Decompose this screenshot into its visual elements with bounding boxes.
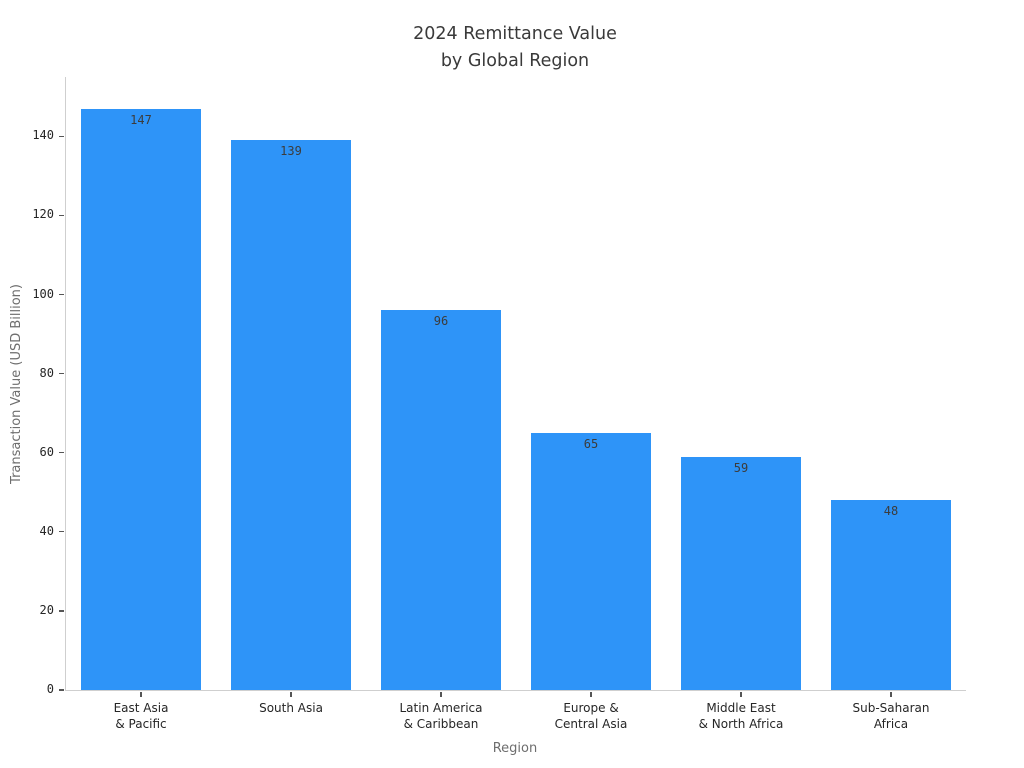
y-tick-mark <box>59 135 64 137</box>
x-tick-label: Latin America & Caribbean <box>366 700 516 732</box>
plot-area: 147 East Asia & Pacific 139 South Asia 96 Lati… <box>32 77 966 731</box>
x-tick-label: Europe & Central Asia <box>516 700 666 732</box>
y-tick-label: 0 <box>46 682 54 696</box>
chart-title: 2024 Remittance Value by Global Region <box>65 21 965 75</box>
x-tick-label: South Asia <box>216 700 366 716</box>
x-tick-label-line: Africa <box>873 717 909 731</box>
bar-value-label: 139 <box>280 144 302 159</box>
chart-title-line2: by Global Region <box>440 51 590 71</box>
y-tick-label: 140 <box>32 128 54 143</box>
y-tick-mark <box>59 531 64 533</box>
y-tick-mark <box>59 293 64 296</box>
x-tick-label-line: South Asia <box>259 701 323 715</box>
x-tick-mark <box>890 692 892 697</box>
y-tick-label: 100 <box>32 286 54 301</box>
y-axis-label: Transaction Value (USD Billion) <box>8 283 24 484</box>
chart-title-line1: 2024 Remittance Value <box>413 24 617 44</box>
bar: 139 <box>231 140 351 690</box>
x-tick-mark <box>590 692 592 697</box>
x-tick-label-line: & Caribbean <box>403 717 479 731</box>
bar: 147 <box>81 108 201 690</box>
x-tick-label-line: Central Asia <box>554 717 628 731</box>
x-tick-label-line: & Pacific <box>115 717 167 731</box>
y-tick-mark <box>59 214 64 217</box>
bar-value-label: 59 <box>733 460 749 475</box>
x-tick-label-line: Europe & <box>563 701 619 715</box>
bar-value-label: 147 <box>130 112 152 127</box>
y-tick-label: 80 <box>39 365 54 380</box>
x-tick-label-line: Sub-Saharan <box>852 701 930 715</box>
bar: 96 <box>381 310 501 690</box>
y-tick-label: 20 <box>39 602 54 617</box>
y-tick-mark <box>59 372 64 375</box>
x-tick-label-line: East Asia <box>113 701 169 715</box>
bar-value-label: 65 <box>583 436 599 451</box>
x-tick-label: Middle East & North Africa <box>666 700 816 732</box>
x-tick-label: East Asia & Pacific <box>66 700 216 732</box>
x-tick-label-line: Middle East <box>706 701 776 715</box>
x-tick-mark <box>740 692 742 697</box>
x-tick-label-line: Latin America <box>399 701 483 715</box>
x-tick-label: Sub-Saharan Africa <box>816 700 966 732</box>
x-tick-mark <box>290 692 292 697</box>
x-tick-label-line: & North Africa <box>698 717 784 731</box>
x-tick-mark <box>140 692 142 697</box>
x-axis-label: Region <box>492 741 538 756</box>
y-tick-label: 60 <box>39 444 54 459</box>
y-tick-label: 40 <box>39 523 54 538</box>
bar: 48 <box>831 500 951 690</box>
y-tick-label: 120 <box>32 207 54 222</box>
bar-value-label: 96 <box>433 314 449 329</box>
y-tick-mark <box>59 610 64 612</box>
x-tick-mark <box>440 692 442 697</box>
y-tick-mark <box>59 689 64 691</box>
y-tick-mark <box>59 452 64 454</box>
bar: 65 <box>531 432 651 690</box>
bar-value-label: 48 <box>883 504 899 519</box>
bar: 59 <box>681 456 801 690</box>
